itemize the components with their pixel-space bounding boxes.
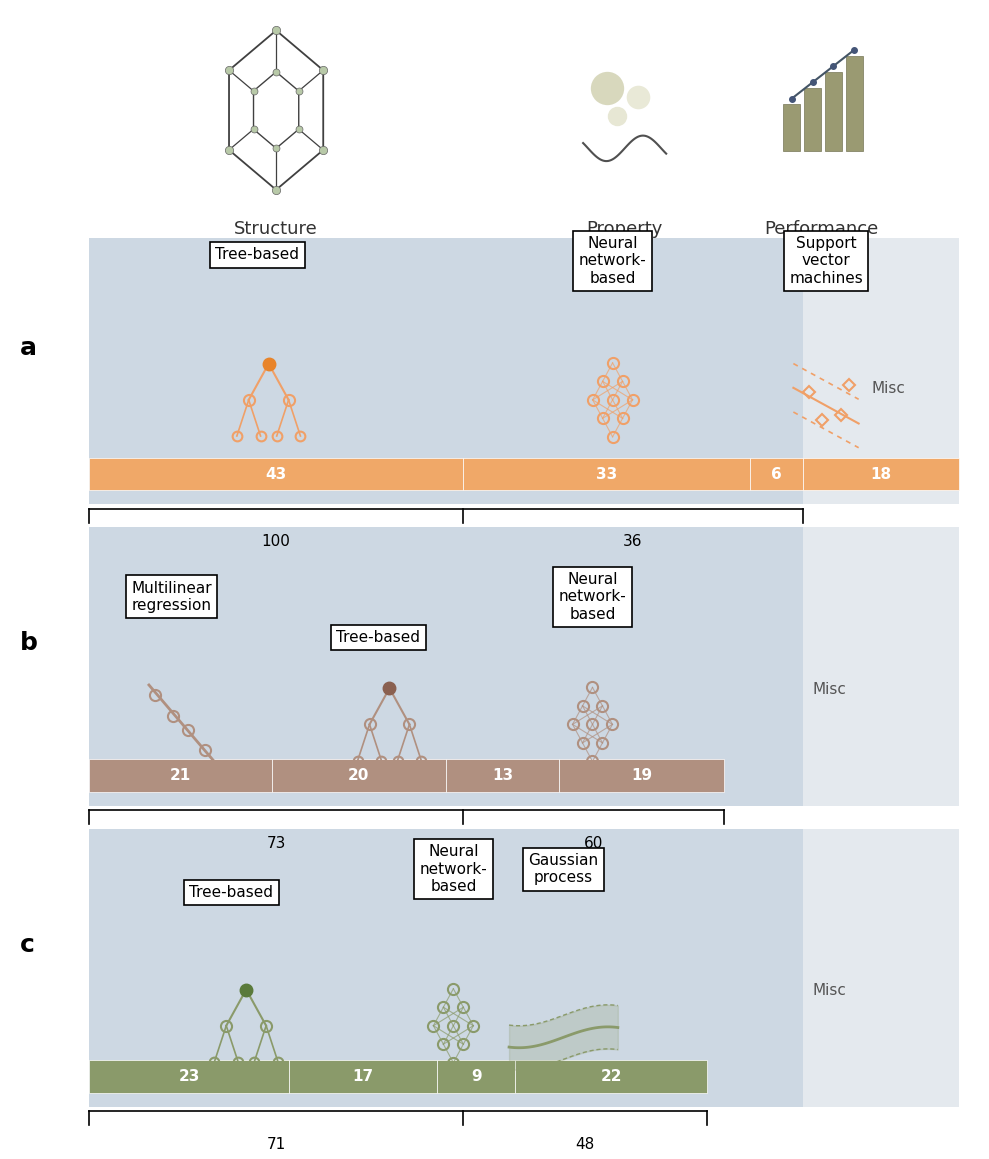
Text: Gaussian
process: Gaussian process bbox=[528, 853, 598, 885]
Bar bbox=[559, 759, 724, 792]
Text: a: a bbox=[20, 336, 37, 359]
Bar bbox=[804, 88, 821, 151]
Bar bbox=[515, 1060, 707, 1093]
Text: Tree-based: Tree-based bbox=[216, 248, 300, 262]
Text: Neural
network-
based: Neural network- based bbox=[419, 845, 488, 894]
Bar bbox=[783, 104, 800, 151]
Text: 22: 22 bbox=[600, 1070, 622, 1084]
Text: Neural
network-
based: Neural network- based bbox=[559, 573, 626, 621]
Bar bbox=[803, 527, 959, 806]
Text: 100: 100 bbox=[262, 534, 291, 549]
Bar bbox=[463, 238, 751, 504]
Text: Support
vector
machines: Support vector machines bbox=[789, 236, 862, 285]
Text: 60: 60 bbox=[584, 836, 603, 851]
Text: 18: 18 bbox=[870, 467, 891, 481]
Text: Misc: Misc bbox=[872, 381, 906, 395]
Bar bbox=[751, 829, 803, 1107]
Bar bbox=[89, 1060, 289, 1093]
Bar bbox=[751, 238, 803, 504]
Text: 6: 6 bbox=[771, 467, 782, 481]
Bar bbox=[463, 527, 751, 806]
Text: 21: 21 bbox=[170, 768, 191, 782]
Bar bbox=[446, 759, 559, 792]
Text: 71: 71 bbox=[266, 1137, 286, 1152]
Bar bbox=[751, 458, 803, 490]
Bar bbox=[89, 829, 463, 1107]
Bar bbox=[825, 72, 842, 151]
Text: Structure: Structure bbox=[234, 220, 318, 239]
Bar bbox=[89, 458, 463, 490]
Bar bbox=[463, 829, 751, 1107]
Text: 43: 43 bbox=[265, 467, 287, 481]
Text: Property: Property bbox=[586, 220, 663, 239]
Text: 73: 73 bbox=[266, 836, 286, 851]
Bar bbox=[846, 56, 862, 151]
Text: 9: 9 bbox=[471, 1070, 482, 1084]
Text: 20: 20 bbox=[348, 768, 370, 782]
Text: 23: 23 bbox=[178, 1070, 200, 1084]
Bar bbox=[437, 1060, 515, 1093]
Bar bbox=[289, 1060, 437, 1093]
Bar bbox=[803, 829, 959, 1107]
Bar bbox=[272, 759, 446, 792]
Text: Misc: Misc bbox=[813, 683, 847, 697]
Bar bbox=[89, 759, 272, 792]
Text: 48: 48 bbox=[576, 1137, 594, 1152]
Text: Neural
network-
based: Neural network- based bbox=[579, 236, 647, 285]
Text: Misc: Misc bbox=[813, 984, 847, 998]
Text: c: c bbox=[20, 933, 35, 956]
Bar bbox=[751, 527, 803, 806]
Bar bbox=[803, 458, 959, 490]
Bar bbox=[803, 238, 959, 504]
Text: 17: 17 bbox=[353, 1070, 374, 1084]
Text: 19: 19 bbox=[631, 768, 652, 782]
Bar bbox=[89, 238, 463, 504]
Text: 36: 36 bbox=[623, 534, 643, 549]
Text: Multilinear
regression: Multilinear regression bbox=[131, 581, 212, 613]
Bar bbox=[89, 527, 463, 806]
Text: Tree-based: Tree-based bbox=[189, 885, 273, 899]
Bar bbox=[463, 458, 751, 490]
Text: Tree-based: Tree-based bbox=[336, 630, 420, 644]
Text: 13: 13 bbox=[492, 768, 513, 782]
Text: Performance: Performance bbox=[764, 220, 878, 239]
Text: 33: 33 bbox=[596, 467, 617, 481]
Text: b: b bbox=[20, 632, 38, 655]
